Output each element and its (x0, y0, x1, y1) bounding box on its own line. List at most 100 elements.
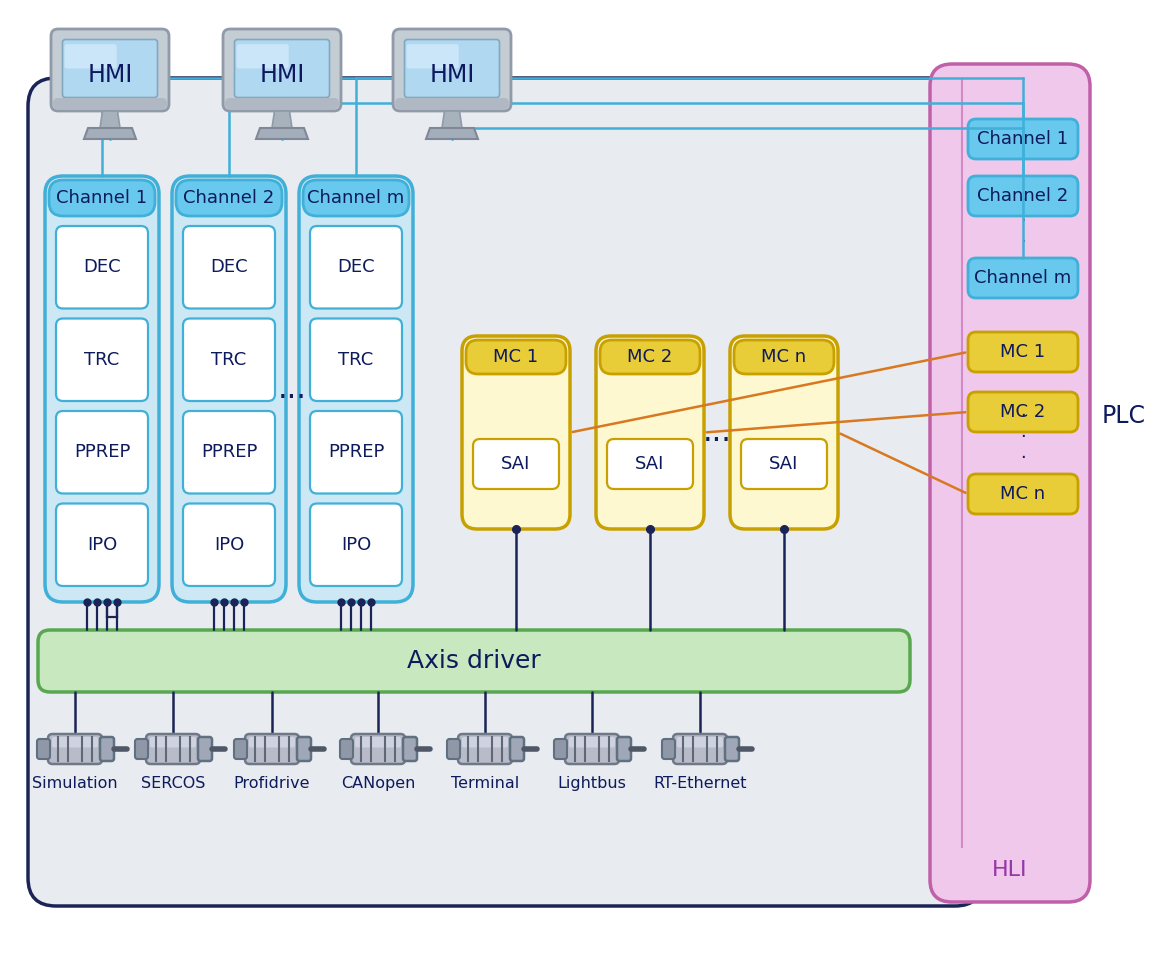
FancyBboxPatch shape (565, 734, 619, 764)
FancyBboxPatch shape (969, 258, 1078, 298)
Text: ...: ... (278, 374, 307, 403)
FancyBboxPatch shape (405, 40, 499, 97)
Text: ·
·
·: · · · (1020, 407, 1026, 467)
FancyBboxPatch shape (730, 336, 838, 529)
FancyBboxPatch shape (183, 318, 276, 401)
Text: HMI: HMI (429, 63, 475, 88)
FancyBboxPatch shape (969, 332, 1078, 372)
Text: SAI: SAI (769, 455, 799, 473)
FancyBboxPatch shape (395, 98, 508, 109)
FancyBboxPatch shape (52, 737, 98, 747)
Text: Channel m: Channel m (974, 269, 1071, 287)
FancyBboxPatch shape (673, 734, 728, 764)
FancyBboxPatch shape (310, 411, 402, 494)
Text: TRC: TRC (338, 351, 374, 369)
FancyBboxPatch shape (404, 737, 417, 761)
Polygon shape (425, 128, 478, 139)
FancyBboxPatch shape (56, 411, 148, 494)
FancyBboxPatch shape (462, 737, 508, 747)
FancyBboxPatch shape (172, 176, 286, 602)
Text: Profidrive: Profidrive (234, 776, 310, 791)
Text: Simulation: Simulation (32, 776, 118, 791)
Text: IPO: IPO (213, 536, 244, 554)
Text: RT-Ethernet: RT-Ethernet (654, 776, 747, 791)
FancyBboxPatch shape (244, 734, 299, 764)
FancyBboxPatch shape (510, 737, 523, 761)
FancyBboxPatch shape (234, 739, 247, 759)
FancyBboxPatch shape (930, 64, 1090, 902)
Text: Axis driver: Axis driver (407, 649, 541, 673)
FancyBboxPatch shape (56, 504, 148, 586)
FancyBboxPatch shape (303, 180, 409, 216)
FancyBboxPatch shape (100, 737, 114, 761)
FancyBboxPatch shape (393, 29, 511, 111)
Text: MC 2: MC 2 (1001, 403, 1046, 421)
FancyBboxPatch shape (223, 29, 341, 111)
Text: DEC: DEC (210, 258, 248, 277)
Text: MC n: MC n (1001, 485, 1046, 503)
Text: ...: ... (702, 418, 731, 447)
FancyBboxPatch shape (969, 474, 1078, 514)
Text: SAI: SAI (502, 455, 530, 473)
Polygon shape (442, 111, 462, 128)
FancyBboxPatch shape (146, 734, 199, 764)
FancyBboxPatch shape (150, 737, 196, 747)
Text: Channel m: Channel m (308, 189, 405, 207)
FancyBboxPatch shape (355, 737, 401, 747)
Text: TRC: TRC (211, 351, 247, 369)
Text: MC 1: MC 1 (493, 348, 538, 366)
FancyBboxPatch shape (48, 180, 155, 216)
Text: MC 2: MC 2 (627, 348, 672, 366)
FancyBboxPatch shape (53, 98, 167, 109)
FancyBboxPatch shape (600, 340, 700, 374)
Text: Lightbus: Lightbus (558, 776, 626, 791)
FancyBboxPatch shape (38, 630, 910, 692)
FancyBboxPatch shape (249, 737, 295, 747)
FancyBboxPatch shape (28, 78, 984, 906)
FancyBboxPatch shape (473, 439, 559, 489)
Text: HLI: HLI (993, 860, 1027, 880)
FancyBboxPatch shape (198, 737, 212, 761)
Polygon shape (84, 128, 136, 139)
Text: SERCOS: SERCOS (141, 776, 205, 791)
FancyBboxPatch shape (606, 439, 693, 489)
FancyBboxPatch shape (568, 737, 615, 747)
Text: Channel 2: Channel 2 (183, 189, 274, 207)
Text: IPO: IPO (86, 536, 118, 554)
Text: PPREP: PPREP (74, 443, 130, 462)
FancyBboxPatch shape (969, 119, 1078, 159)
FancyBboxPatch shape (56, 318, 148, 401)
Text: CANopen: CANopen (341, 776, 415, 791)
FancyBboxPatch shape (310, 504, 402, 586)
FancyBboxPatch shape (183, 504, 276, 586)
FancyBboxPatch shape (969, 392, 1078, 432)
Text: HMI: HMI (88, 63, 133, 88)
FancyBboxPatch shape (617, 737, 631, 761)
FancyBboxPatch shape (176, 180, 282, 216)
FancyBboxPatch shape (65, 44, 116, 68)
Text: PLC: PLC (1102, 404, 1146, 428)
FancyBboxPatch shape (48, 734, 101, 764)
FancyBboxPatch shape (596, 336, 704, 529)
FancyBboxPatch shape (734, 340, 834, 374)
FancyBboxPatch shape (725, 737, 739, 761)
FancyBboxPatch shape (183, 411, 276, 494)
Polygon shape (272, 111, 292, 128)
Text: Terminal: Terminal (451, 776, 519, 791)
Text: IPO: IPO (341, 536, 371, 554)
FancyBboxPatch shape (183, 226, 276, 309)
FancyBboxPatch shape (447, 739, 460, 759)
FancyBboxPatch shape (234, 40, 330, 97)
Text: Channel 2: Channel 2 (978, 187, 1069, 205)
Text: PPREP: PPREP (201, 443, 257, 462)
Text: HMI: HMI (259, 63, 304, 88)
FancyBboxPatch shape (62, 40, 158, 97)
FancyBboxPatch shape (56, 226, 148, 309)
FancyBboxPatch shape (741, 439, 827, 489)
FancyBboxPatch shape (969, 176, 1078, 216)
Text: Channel 1: Channel 1 (56, 189, 148, 207)
FancyBboxPatch shape (462, 336, 570, 529)
FancyBboxPatch shape (662, 739, 675, 759)
Text: TRC: TRC (84, 351, 120, 369)
Text: DEC: DEC (337, 258, 375, 277)
